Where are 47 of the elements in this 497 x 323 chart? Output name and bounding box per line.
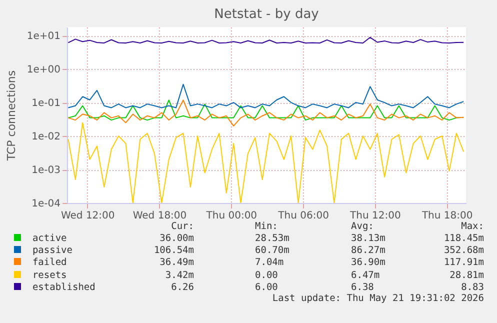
text: 6.47m <box>351 270 380 281</box>
y-tick-label: 1e-01 <box>32 98 60 110</box>
x-tick-label: Thu 12:00 <box>349 210 401 222</box>
text: 7.04m <box>255 257 284 268</box>
text: 86.27m <box>351 245 386 256</box>
y-axis-title: TCP connections <box>4 70 18 162</box>
x-tick-label: Wed 18:00 <box>132 210 187 222</box>
y-tick-label: 1e+01 <box>26 31 60 42</box>
x-tick-label: Thu 06:00 <box>277 210 329 222</box>
text: 36.00m <box>160 233 194 244</box>
legend-label: failed <box>31 257 67 268</box>
text: Cur: <box>171 221 194 232</box>
y-tick-label: 1e-04 <box>32 198 60 210</box>
text: 28.53m <box>255 233 290 244</box>
text: 352.68m <box>444 245 484 256</box>
legend-label: resets <box>31 270 67 281</box>
text: Max: <box>461 221 484 232</box>
text: Min: <box>255 221 278 232</box>
text: 8.83 <box>461 282 484 293</box>
text: 0.00 <box>255 270 278 281</box>
text: 6.00 <box>255 282 278 293</box>
legend-label: passive <box>31 245 72 256</box>
text: 3.42m <box>165 270 194 281</box>
legend-label: active <box>31 233 67 244</box>
text: 118.45m <box>444 233 484 244</box>
line-series <box>68 84 464 108</box>
y-tick-label: 1e+00 <box>26 64 60 76</box>
text: 38.13m <box>351 233 386 244</box>
text: 36.49m <box>160 257 194 268</box>
legend-label: established <box>31 282 96 293</box>
line-series <box>68 100 464 126</box>
x-tick-label: Thu 18:00 <box>420 210 473 222</box>
text: 117.91m <box>444 257 484 268</box>
y-tick-label: 1e-03 <box>32 165 60 176</box>
line-series <box>68 122 464 203</box>
text: 6.26 <box>171 282 194 293</box>
text: 6.38 <box>351 282 374 293</box>
chart-title: Netstat - by day <box>214 7 320 22</box>
text: 28.81m <box>450 270 484 281</box>
text: Avg: <box>351 221 374 232</box>
text: 60.70m <box>255 245 290 256</box>
text: 36.90m <box>351 257 386 268</box>
x-tick-label: Wed 12:00 <box>60 210 115 222</box>
text: Last update: Thu May 21 19:31:02 2026 <box>272 293 484 304</box>
x-tick-label: Thu 00:00 <box>205 210 258 222</box>
y-tick-label: 1e-02 <box>32 132 60 143</box>
text: 106.54m <box>154 245 194 256</box>
